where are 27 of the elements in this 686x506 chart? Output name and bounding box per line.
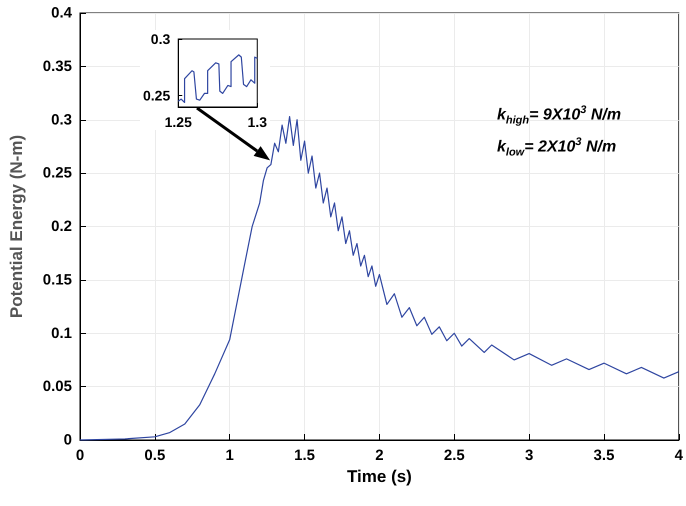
x-axis-title: Time (s)	[346, 467, 412, 486]
x-tick-label: 0.5	[144, 447, 166, 464]
x-tick-label: 1.3	[248, 114, 268, 130]
y-tick-label: 0.2	[51, 218, 72, 235]
line-series	[178, 54, 258, 104]
x-tick-label: 1.25	[164, 114, 192, 130]
y-tick-label: 0.15	[42, 271, 72, 288]
annotation: k$_{low}$= 2X10$^{3}$ N/m	[497, 136, 616, 159]
y-tick-label: 0.35	[42, 58, 72, 75]
y-tick-label: 0.25	[42, 164, 72, 182]
x-tick-label: 0	[76, 447, 84, 464]
y-tick-label: 0.05	[42, 378, 72, 396]
y-tick-label: 0	[64, 432, 72, 448]
y-tick-label: 0.3	[150, 31, 170, 47]
y-tick-label: 0.3	[51, 111, 72, 128]
x-tick-label: 2.5	[444, 447, 465, 464]
y-axis-title: Potential Energy (N-m)	[7, 134, 26, 318]
y-tick-label: 0.4	[51, 4, 73, 22]
y-tick-label: 0.25	[143, 88, 170, 104]
annotation: k$_{high}$= 9X10$^{3}$ N/m	[497, 104, 622, 127]
x-tick-label: 3	[524, 447, 534, 464]
x-tick-label: 4	[674, 447, 684, 464]
x-tick-label: 2	[375, 447, 384, 464]
y-tick-label: 0.1	[51, 324, 72, 342]
x-tick-label: 1	[226, 447, 234, 464]
x-tick-label: 1.5	[294, 447, 315, 464]
x-tick-label: 3.5	[594, 447, 614, 464]
